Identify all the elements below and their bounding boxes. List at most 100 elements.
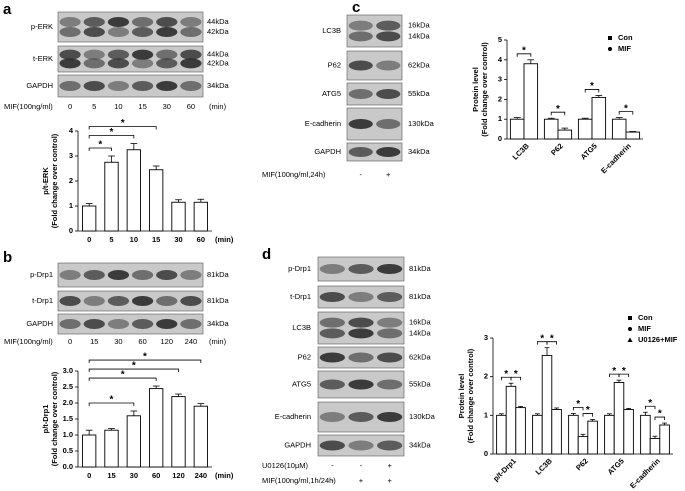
condition-label: MIF(100ng/ml,24h) <box>262 170 326 179</box>
lane-label: 120 <box>160 337 173 346</box>
blot-panel <box>346 14 403 48</box>
y-tick-label: 0 <box>498 134 502 143</box>
significance-bracket <box>88 359 202 364</box>
significance-bracket <box>573 407 584 411</box>
x-tick-label: 10 <box>130 235 138 244</box>
blot-label: GAPDH <box>26 319 53 328</box>
blot-band <box>83 17 105 27</box>
bar <box>171 201 186 232</box>
y-tick-label: 3 <box>69 151 73 160</box>
lane-label: 30 <box>163 102 171 111</box>
blot-band <box>83 270 105 280</box>
blot-band <box>156 319 178 329</box>
panel-letter: d <box>262 246 271 263</box>
blot-label: ATG5 <box>322 89 341 98</box>
kda-label: 14kDa <box>408 31 431 40</box>
lane-label: + <box>359 476 364 485</box>
blot-band <box>83 319 105 329</box>
legend-label: Con <box>618 33 633 42</box>
x-tick-label: 0 <box>87 235 91 244</box>
kda-label: 81kDa <box>207 270 230 279</box>
y-axis-label: (Fold change over control) <box>466 348 475 443</box>
blot-label: t-Drp1 <box>32 296 53 305</box>
blot-band <box>156 27 178 37</box>
bar <box>149 388 164 468</box>
significance-label: * <box>121 118 125 129</box>
kda-label: 55kDa <box>408 89 431 98</box>
blot-band <box>348 31 373 42</box>
x-tick-label: 15 <box>107 471 115 480</box>
y-tick-label: 1.5 <box>63 414 73 423</box>
blot-label: P62 <box>328 60 341 69</box>
blot-panel <box>317 285 405 309</box>
blot-band <box>348 89 373 99</box>
blot-label: p-ERK <box>31 22 53 31</box>
significance-bracket <box>584 89 600 93</box>
x-tick-label: 240 <box>195 471 208 480</box>
y-tick-label: 1 <box>69 201 73 210</box>
lane-label: - <box>331 476 334 485</box>
bar <box>541 354 553 455</box>
blot-band <box>107 270 130 280</box>
significance-bracket <box>88 402 135 406</box>
condition-label: MIF(100ng/ml,1h/24h) <box>262 476 336 485</box>
blot-band <box>131 17 154 27</box>
bar <box>523 63 539 140</box>
blot-band <box>156 58 178 69</box>
y-axis-label: Protein level <box>457 374 466 419</box>
significance-label: * <box>648 398 652 409</box>
bar <box>496 414 507 455</box>
bar <box>604 414 615 455</box>
blot-band <box>131 296 154 306</box>
legend-marker <box>608 47 612 51</box>
blot-band <box>377 440 403 451</box>
blot-band <box>348 292 374 302</box>
blot-band <box>59 58 81 69</box>
blot-band <box>376 147 401 157</box>
blot-band <box>348 317 374 328</box>
bar <box>104 161 119 232</box>
bar <box>82 434 97 468</box>
significance-label: * <box>110 127 114 138</box>
x-tick-label: P62 <box>574 456 590 472</box>
blot-band <box>376 20 401 31</box>
significance-bracket <box>88 377 157 382</box>
bar <box>577 118 593 140</box>
kda-label: 81kDa <box>207 296 230 305</box>
kda-label: 44kDa <box>207 17 230 26</box>
blot-band <box>83 27 105 37</box>
lane-label: 30 <box>114 337 122 346</box>
y-tick-label: 1 <box>484 410 488 419</box>
blot-band <box>83 296 105 306</box>
x-tick-label: E-cadherin <box>599 141 633 175</box>
y-tick-label: 4 <box>498 55 503 64</box>
blot-band <box>107 27 130 37</box>
kda-label: 16kDa <box>408 21 431 30</box>
lane-label: - <box>331 461 334 470</box>
significance-label: * <box>132 361 136 372</box>
blot-band <box>131 27 154 37</box>
blot-band <box>377 379 403 390</box>
x-tick-label: LC3B <box>534 456 555 477</box>
y-axis-label: (Fold change over control) <box>480 42 489 137</box>
blot-band <box>348 352 374 363</box>
kda-label: 81kDa <box>409 264 432 273</box>
blot-band <box>59 27 81 37</box>
y-tick-label: 1 <box>498 114 502 123</box>
significance-bracket <box>618 111 634 115</box>
bar <box>591 96 607 140</box>
lane-label: + <box>387 461 392 470</box>
bar <box>659 424 670 455</box>
blot-band <box>59 81 81 91</box>
blot-band <box>348 440 374 451</box>
blot-band <box>156 17 178 27</box>
kda-label: 55kDa <box>409 379 432 388</box>
y-axis-label: p/t-ERK <box>41 167 50 195</box>
y-tick-label: 2 <box>498 94 502 103</box>
lane-label: + <box>387 476 392 485</box>
bar <box>193 201 208 232</box>
kda-label: 130kDa <box>409 412 436 421</box>
blot-band <box>180 319 202 329</box>
significance-label: * <box>121 370 125 381</box>
x-tick-label: 60 <box>197 235 205 244</box>
